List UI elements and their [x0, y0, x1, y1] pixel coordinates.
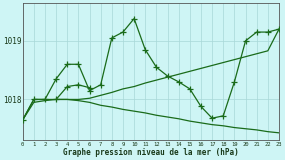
X-axis label: Graphe pression niveau de la mer (hPa): Graphe pression niveau de la mer (hPa) [63, 148, 239, 157]
